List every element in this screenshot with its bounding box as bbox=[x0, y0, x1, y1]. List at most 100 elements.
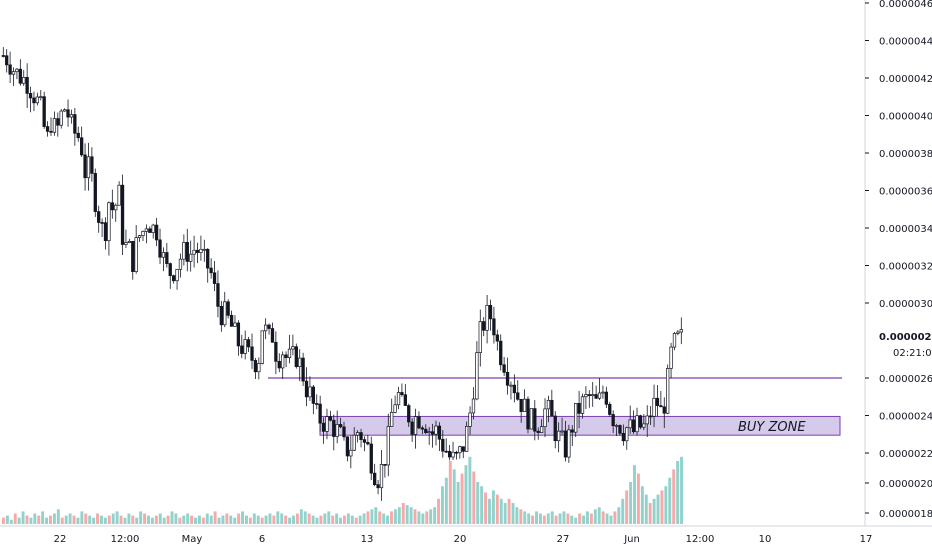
time-tick-label: 10 bbox=[759, 534, 772, 545]
volume-bar bbox=[327, 511, 331, 524]
candle-body bbox=[154, 224, 159, 241]
candle-body bbox=[471, 398, 476, 414]
candle-body bbox=[679, 329, 683, 333]
time-tick-label: 13 bbox=[361, 534, 374, 545]
candle-body bbox=[335, 424, 339, 437]
volume-bar bbox=[374, 507, 378, 524]
volume-bar bbox=[417, 511, 421, 524]
volume-bar bbox=[111, 513, 115, 524]
volume-bar bbox=[452, 469, 456, 524]
candle-body bbox=[611, 414, 615, 427]
volume-bar bbox=[103, 517, 107, 524]
candle-body bbox=[522, 398, 527, 412]
volume-bar bbox=[578, 513, 582, 524]
volume-bar bbox=[76, 517, 80, 524]
volume-bar bbox=[99, 515, 103, 524]
volume-bar bbox=[499, 498, 503, 524]
candle-body bbox=[321, 422, 326, 432]
candle-body bbox=[529, 408, 534, 430]
candle-body bbox=[28, 93, 33, 99]
volume-bar bbox=[174, 513, 178, 524]
volume-bar bbox=[190, 515, 194, 524]
candle-body bbox=[407, 405, 411, 423]
volume-bar bbox=[350, 515, 354, 524]
candle-body bbox=[574, 403, 578, 433]
candle-body bbox=[8, 64, 12, 75]
candle-body bbox=[413, 416, 418, 435]
candle-body bbox=[427, 431, 431, 434]
candle-body bbox=[662, 406, 666, 414]
volume-bar bbox=[284, 515, 288, 524]
candle-body bbox=[420, 427, 425, 430]
volume-bar bbox=[593, 509, 597, 524]
volume-bar bbox=[2, 517, 5, 524]
candle-body bbox=[318, 403, 322, 424]
volume-bar bbox=[421, 513, 425, 524]
candle-body bbox=[165, 252, 169, 264]
candlesticks bbox=[1, 47, 683, 501]
candle-body bbox=[216, 283, 220, 307]
candle-body bbox=[652, 397, 656, 417]
candle-body bbox=[274, 341, 278, 362]
candle-body bbox=[18, 68, 22, 84]
volume-bar bbox=[135, 517, 139, 524]
candle-body bbox=[284, 354, 288, 359]
volume-bar bbox=[260, 517, 264, 524]
volume-bar bbox=[229, 515, 233, 524]
candle-body bbox=[253, 360, 258, 373]
candle-body bbox=[32, 97, 36, 104]
volume-bar bbox=[92, 517, 96, 524]
volume-bar bbox=[150, 517, 154, 524]
candle-body bbox=[349, 449, 353, 457]
volume-bar bbox=[680, 456, 683, 524]
candle-body bbox=[223, 301, 227, 326]
candle-body bbox=[1, 55, 5, 57]
volume-bar bbox=[668, 477, 672, 524]
candle-body bbox=[393, 404, 397, 413]
time-axis[interactable]: 22 12:00 May 6 13 20 27 Jun 12:00 10 17 bbox=[54, 534, 873, 545]
candle-body bbox=[447, 450, 452, 458]
candle-body bbox=[206, 248, 210, 269]
candle-body bbox=[604, 391, 608, 405]
volume-bar bbox=[546, 513, 550, 524]
candle-body bbox=[441, 438, 445, 452]
candle-body bbox=[625, 427, 629, 442]
candle-body bbox=[570, 429, 574, 433]
candle-body bbox=[277, 360, 281, 369]
volume-bar bbox=[390, 511, 393, 524]
candle-body bbox=[645, 415, 649, 425]
time-tick-label: 20 bbox=[454, 534, 467, 545]
candle-body bbox=[35, 96, 40, 104]
candle-body bbox=[151, 224, 155, 233]
candle-body bbox=[383, 464, 387, 466]
candle-body bbox=[117, 184, 121, 206]
volume-bar bbox=[237, 513, 241, 524]
candle-body bbox=[49, 130, 53, 133]
candle-body bbox=[233, 322, 237, 327]
volume-bar bbox=[378, 511, 382, 524]
volume-bar bbox=[248, 517, 252, 524]
volume-bar bbox=[33, 513, 37, 524]
candle-body bbox=[42, 96, 46, 127]
candle-body bbox=[332, 419, 336, 437]
candle-body bbox=[226, 301, 230, 316]
candle-body bbox=[516, 392, 520, 400]
buy-zone[interactable]: BUY ZONE bbox=[319, 415, 841, 436]
candle-body bbox=[492, 318, 496, 336]
candle-body bbox=[90, 156, 94, 174]
candle-body bbox=[45, 126, 50, 132]
volume-bar bbox=[25, 515, 29, 524]
volume-bar bbox=[538, 513, 542, 524]
candle-body bbox=[369, 443, 373, 474]
candle-body bbox=[577, 403, 581, 414]
candle-body bbox=[362, 439, 367, 443]
candle-body bbox=[311, 386, 315, 404]
volume-bar bbox=[633, 465, 636, 524]
candle-body bbox=[287, 348, 292, 359]
volume-bar bbox=[409, 507, 413, 524]
volume-bar bbox=[405, 505, 409, 524]
volume-bar bbox=[323, 513, 327, 524]
